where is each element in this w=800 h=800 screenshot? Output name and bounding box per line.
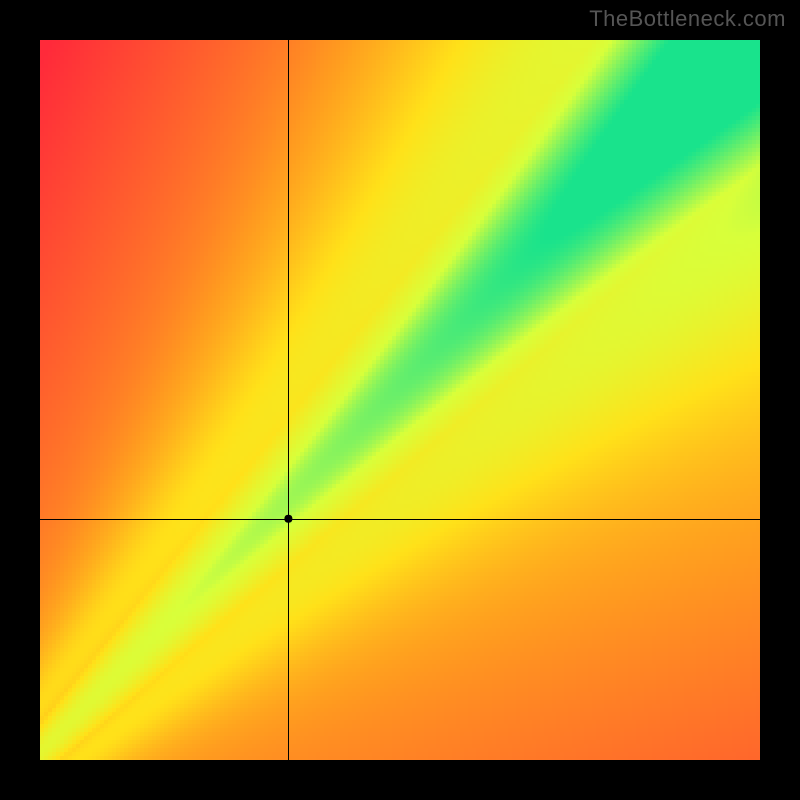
- bottleneck-heatmap: [0, 0, 800, 800]
- chart-stage: TheBottleneck.com: [0, 0, 800, 800]
- watermark-text: TheBottleneck.com: [589, 6, 786, 32]
